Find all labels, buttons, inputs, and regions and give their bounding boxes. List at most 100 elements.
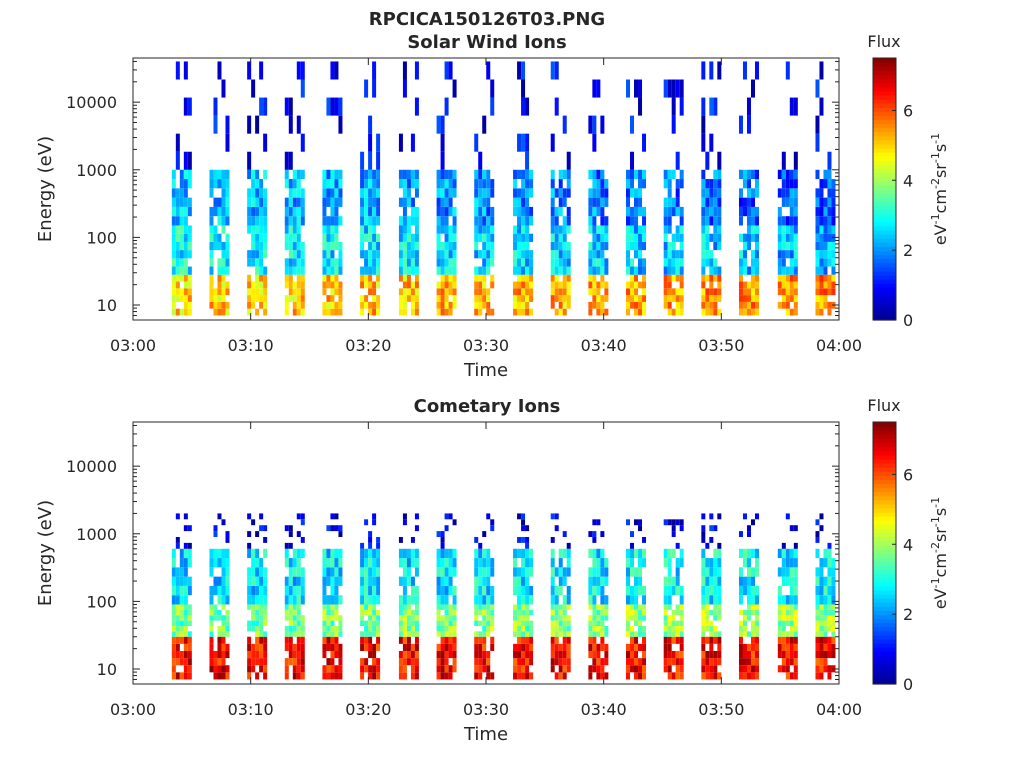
- heatmap-cell: [521, 576, 526, 586]
- heatmap-cell: [742, 672, 747, 680]
- heatmap-cell: [255, 672, 260, 680]
- heatmap-cell: [750, 295, 755, 302]
- heatmap-cell: [406, 225, 411, 234]
- heatmap-cell: [376, 250, 381, 259]
- heatmap-cell: [705, 625, 710, 632]
- heatmap-cell: [284, 216, 289, 226]
- heatmap-cell: [225, 567, 230, 577]
- heatmap-cell: [521, 604, 526, 610]
- heatmap-cell: [444, 620, 449, 626]
- heatmap-cell: [592, 595, 597, 605]
- heatmap-cell: [827, 301, 832, 309]
- heatmap-cell: [482, 250, 487, 259]
- heatmap-cell: [550, 636, 555, 644]
- heatmap-cell: [213, 308, 218, 316]
- heatmap-cell: [183, 301, 188, 309]
- heatmap-cell: [376, 558, 381, 568]
- heatmap-cell: [364, 576, 369, 586]
- heatmap-cell: [750, 604, 755, 610]
- heatmap-cell: [600, 665, 605, 673]
- heatmap-cell: [221, 595, 226, 605]
- heatmap-cell: [406, 258, 411, 267]
- heatmap-cell: [642, 658, 647, 666]
- heatmap-cell: [448, 625, 453, 632]
- heatmap-cell: [566, 295, 571, 302]
- heatmap-cell: [529, 585, 534, 596]
- heatmap-cell: [819, 609, 824, 616]
- heatmap-cell: [819, 672, 824, 680]
- heatmap-cell: [592, 115, 597, 134]
- heatmap-cell: [175, 620, 180, 626]
- heatmap-cell: [482, 169, 487, 180]
- heatmap-cell: [436, 585, 441, 596]
- colorbar-segment: [873, 565, 896, 570]
- heatmap-cell: [592, 620, 597, 626]
- heatmap-cell: [296, 595, 301, 605]
- heatmap-cell: [738, 531, 743, 537]
- heatmap-cell: [251, 604, 256, 610]
- heatmap-cell: [259, 625, 264, 632]
- heatmap-cell: [338, 197, 343, 207]
- heatmap-cell: [630, 216, 635, 226]
- heatmap-cell: [255, 197, 260, 207]
- heatmap-cell: [713, 567, 718, 577]
- heatmap-cell: [600, 281, 605, 289]
- heatmap-cell: [592, 258, 597, 267]
- colorbar-segment: [873, 557, 896, 562]
- heatmap-cell: [478, 295, 483, 302]
- heatmap-cell: [789, 548, 794, 559]
- heatmap-cell: [183, 188, 188, 198]
- heatmap-cell: [175, 197, 180, 207]
- heatmap-cell: [376, 576, 381, 586]
- colorbar-segment: [873, 205, 896, 211]
- heatmap-cell: [402, 615, 407, 621]
- heatmap-cell: [187, 151, 192, 170]
- heatmap-cell: [521, 206, 526, 217]
- heatmap-cell: [513, 258, 518, 267]
- heatmap-cell: [671, 548, 676, 559]
- heatmap-cell: [626, 604, 631, 610]
- heatmap-cell: [402, 266, 407, 275]
- heatmap-cell: [183, 542, 188, 549]
- heatmap-cell: [288, 585, 293, 596]
- heatmap-cell: [221, 585, 226, 596]
- heatmap-cell: [326, 241, 331, 251]
- heatmap-cell: [679, 241, 684, 251]
- heatmap-cell: [448, 609, 453, 616]
- heatmap-cell: [444, 558, 449, 568]
- heatmap-cell: [436, 241, 441, 251]
- heatmap-cell: [831, 258, 836, 267]
- heatmap-cell: [717, 188, 722, 198]
- heatmap-cell: [402, 295, 407, 302]
- heatmap-cell: [300, 585, 305, 596]
- heatmap-cell: [793, 274, 798, 282]
- heatmap-cell: [663, 169, 668, 180]
- heatmap-cell: [175, 241, 180, 251]
- heatmap-cell: [517, 604, 522, 610]
- heatmap-cell: [288, 650, 293, 659]
- heatmap-cell: [525, 636, 530, 644]
- heatmap-cell: [630, 567, 635, 577]
- heatmap-cell: [827, 576, 832, 586]
- heatmap-cell: [171, 308, 176, 316]
- heatmap-cell: [671, 169, 676, 180]
- heatmap-cell: [338, 288, 343, 296]
- heatmap-cell: [338, 531, 343, 537]
- colorbar-tick-label: 2: [903, 241, 913, 260]
- heatmap-cell: [364, 585, 369, 596]
- heatmap-cell: [793, 216, 798, 226]
- heatmap-cell: [596, 576, 601, 586]
- heatmap-cell: [187, 169, 192, 180]
- heatmap-cell: [550, 536, 555, 543]
- heatmap-cell: [525, 672, 530, 680]
- heatmap-cell: [550, 604, 555, 610]
- heatmap-cell: [406, 650, 411, 659]
- heatmap-cell: [322, 585, 327, 596]
- heatmap-cell: [634, 225, 639, 234]
- colorbar-segment: [873, 434, 896, 439]
- heatmap-cell: [793, 576, 798, 586]
- heatmap-cell: [482, 295, 487, 302]
- heatmap-cell: [410, 536, 415, 543]
- heatmap-cell: [634, 636, 639, 644]
- heatmap-cell: [259, 233, 264, 242]
